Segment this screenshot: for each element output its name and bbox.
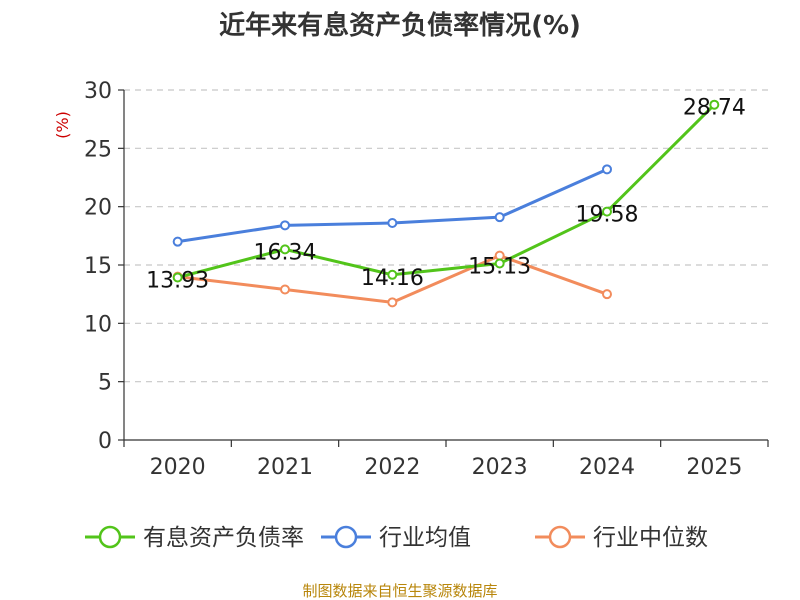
y-tick-label: 30 [84,79,112,104]
data-point [494,258,505,269]
legend-item: 有息资产负债率 [85,525,304,551]
data-point [602,206,612,217]
data-point [387,297,398,308]
data-point [387,218,398,228]
legend: 有息资产负债率 行业均值 行业中位数 [85,525,708,551]
y-tick-label: 20 [84,196,112,221]
x-tick-label: 2022 [364,455,420,480]
gridlines [124,89,768,383]
legend-swatch-marker [98,525,122,549]
legend-label: 有息资产负债率 [143,525,304,551]
data-point [172,272,183,283]
data-label: 15.13 [468,254,531,279]
data-point [709,99,720,110]
y-tick-label: 15 [84,254,112,279]
x-tick-label: 2020 [150,455,206,480]
legend-swatch-marker [548,525,572,549]
data-point [602,164,612,175]
x-tick-label: 2024 [579,455,635,480]
data-labels: 13.93 16.34 14.16 15.13 19.58 28.74 [146,96,746,294]
data-point [172,236,183,247]
x-tick-label: 2021 [257,455,313,480]
series-line [177,103,716,279]
legend-swatch-marker [334,525,358,549]
data-label: 28.74 [683,96,746,121]
data-point [494,212,505,223]
y-tick-label: 5 [98,371,112,396]
x-tick-label: 2023 [472,455,528,480]
legend-item: 行业中位数 [535,525,708,551]
y-tick-label: 0 [98,429,112,454]
y-axis-label: (%) [53,111,72,139]
series-lines [172,99,720,308]
data-point [602,289,612,300]
x-tick-label: 2025 [686,455,742,480]
data-label: 13.93 [146,268,209,293]
data-label: 14.16 [361,266,424,291]
data-label: 16.34 [254,240,317,265]
data-point [280,284,290,295]
data-point [280,220,290,231]
y-tick-label: 10 [84,312,112,337]
legend-label: 行业均值 [379,525,471,551]
chart-title: 近年来有息资产负债率情况(%) [219,10,581,41]
legend-label: 行业中位数 [593,525,708,551]
legend-item: 行业均值 [321,525,471,551]
series-line [177,167,608,244]
data-point [387,269,398,280]
y-tick-label: 25 [84,137,112,162]
data-label: 19.58 [576,203,639,228]
source-note: 制图数据来自恒生聚源数据库 [302,582,497,600]
data-point [280,244,290,255]
